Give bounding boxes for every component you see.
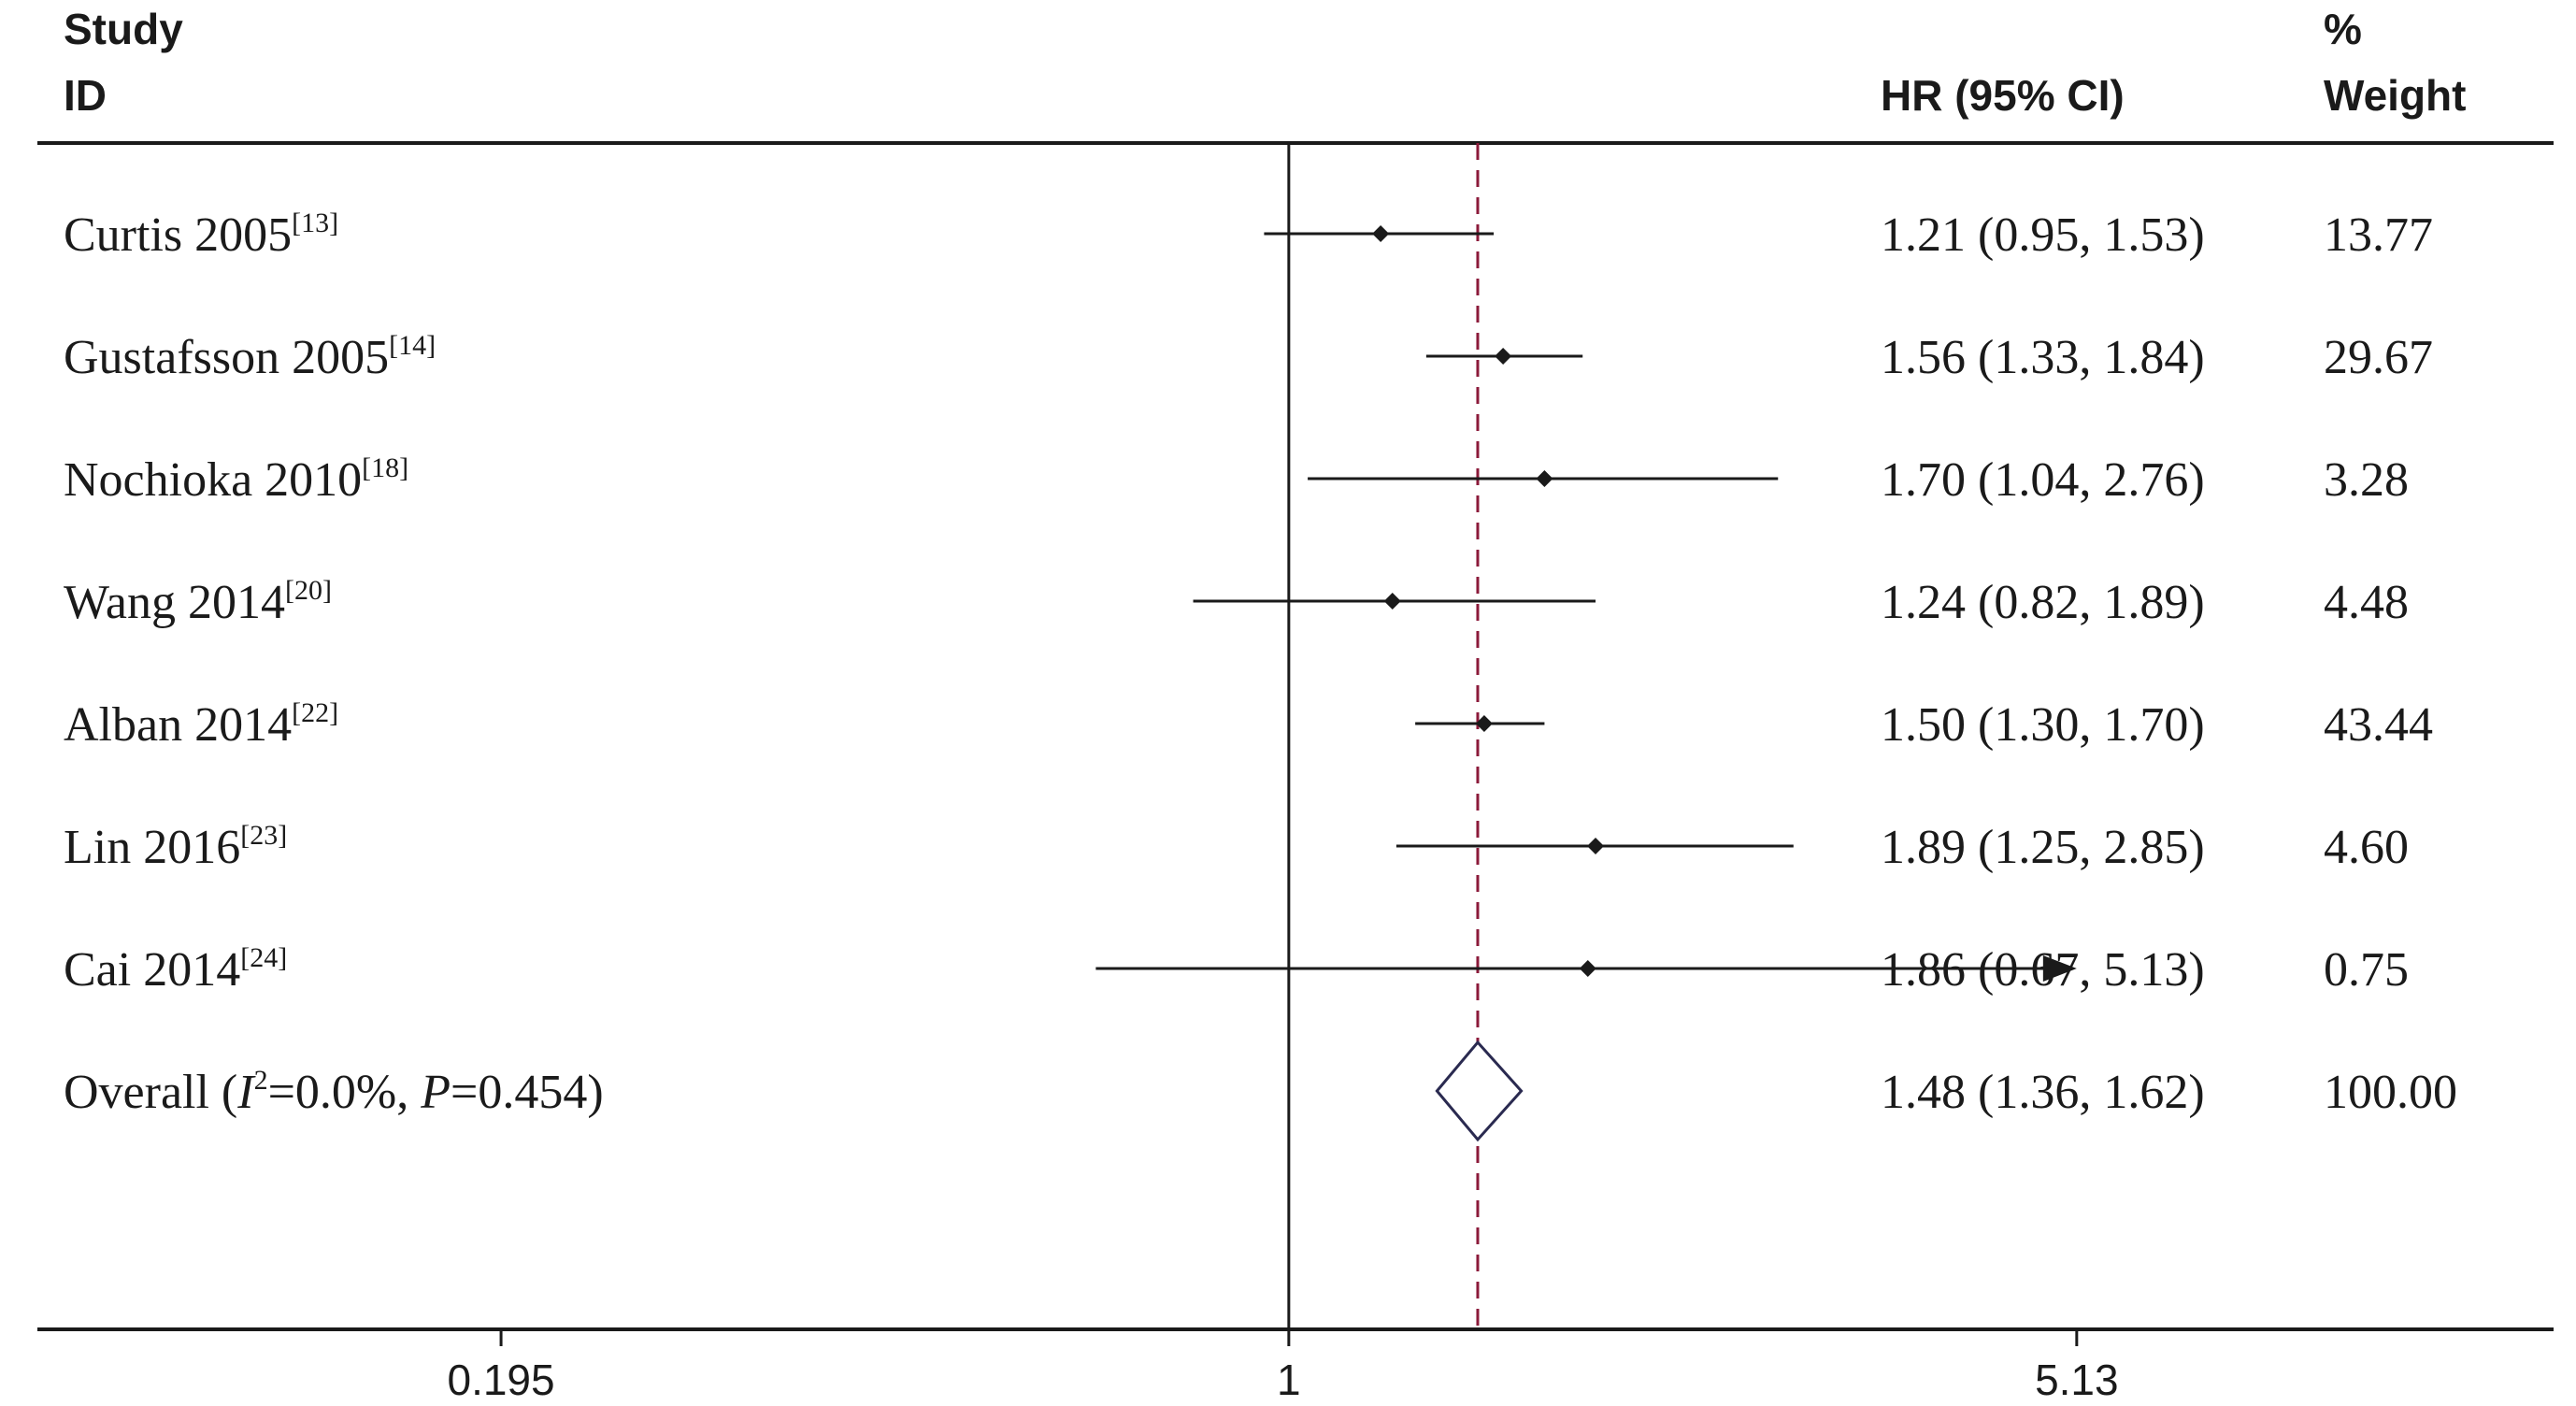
overall-diamond	[1435, 1040, 1524, 1142]
header-study: Study	[64, 5, 183, 53]
weight-value: 4.48	[2324, 576, 2409, 629]
study-row: Cai 2014[24] 1.86 (0.67, 5.13) 0.75	[64, 942, 2409, 997]
overall-weight-value: 100.00	[2324, 1066, 2457, 1119]
x-tick-label: 0.195	[447, 1356, 554, 1404]
weight-value: 43.44	[2324, 698, 2433, 752]
study-row: Nochioka 2010[18] 1.70 (1.04, 2.76) 3.28	[64, 452, 2409, 507]
study-rows: Curtis 2005[13] 1.21 (0.95, 1.53) 13.77 Gus…	[64, 208, 2433, 997]
hr-ci-value: 1.56 (1.33, 1.84)	[1881, 331, 2205, 384]
study-name: Nochioka 2010	[64, 453, 362, 507]
study-label: Curtis 2005[13]	[64, 208, 338, 262]
header-weight: Weight	[2324, 71, 2466, 120]
weight-value: 3.28	[2324, 453, 2409, 507]
point-estimate	[1475, 715, 1493, 732]
weight-value: 13.77	[2324, 208, 2433, 262]
header-hr-ci: HR (95% CI)	[1881, 71, 2125, 120]
overall-i2-symbol: I	[236, 1066, 256, 1119]
overall-p-symbol: P	[420, 1066, 451, 1119]
study-reference: [22]	[292, 697, 338, 728]
study-name: Alban 2014	[64, 698, 292, 752]
point-estimate	[1579, 960, 1596, 977]
study-row: Wang 2014[20] 1.24 (0.82, 1.89) 4.48	[64, 575, 2409, 629]
overall-p-value: =0.454)	[451, 1066, 604, 1119]
hr-ci-value: 1.50 (1.30, 1.70)	[1881, 698, 2205, 752]
header-id: ID	[64, 71, 107, 120]
study-reference: [13]	[292, 208, 338, 238]
hr-ci-value: 1.24 (0.82, 1.89)	[1881, 576, 2205, 629]
x-axis-ticks: 0.195 1 5.13	[447, 1329, 2119, 1404]
study-name: Gustafsson 2005	[64, 331, 389, 384]
study-label: Nochioka 2010[18]	[64, 452, 408, 507]
hr-ci-value: 1.70 (1.04, 2.76)	[1881, 453, 2205, 507]
study-reference: [23]	[240, 820, 287, 851]
point-estimate	[1383, 593, 1401, 610]
header-percent: %	[2324, 5, 2362, 53]
point-estimate	[1372, 225, 1390, 242]
study-label: Cai 2014[24]	[64, 942, 287, 997]
weight-value: 0.75	[2324, 943, 2409, 997]
study-name: Cai 2014	[64, 943, 240, 997]
x-tick-label: 1	[1277, 1356, 1301, 1404]
hr-ci-value: 1.89 (1.25, 2.85)	[1881, 821, 2205, 874]
study-reference: [14]	[389, 330, 436, 361]
study-label: Lin 2016[23]	[64, 820, 287, 874]
hr-ci-value: 1.86 (0.67, 5.13)	[1881, 943, 2205, 997]
study-row: Curtis 2005[13] 1.21 (0.95, 1.53) 13.77	[64, 208, 2433, 262]
study-name: Curtis 2005	[64, 208, 292, 262]
study-reference: [20]	[285, 575, 332, 606]
overall-i2-exponent: 2	[254, 1065, 268, 1096]
overall-row: Overall (I2=0.0%, P=0.454) 1.48 (1.36, 1.…	[64, 1040, 2457, 1142]
study-name: Lin 2016	[64, 821, 240, 874]
hr-ci-value: 1.21 (0.95, 1.53)	[1881, 208, 2205, 262]
study-label: Gustafsson 2005[14]	[64, 330, 436, 384]
study-row: Lin 2016[23] 1.89 (1.25, 2.85) 4.60	[64, 820, 2409, 874]
ci-arrow	[2042, 955, 2077, 982]
overall-i2-value: =0.0%,	[268, 1066, 422, 1119]
study-row: Gustafsson 2005[14] 1.56 (1.33, 1.84) 29.6…	[64, 330, 2433, 384]
overall-label-prefix: Overall (	[64, 1066, 237, 1119]
weight-value: 4.60	[2324, 821, 2409, 874]
study-label: Alban 2014[22]	[64, 697, 338, 752]
study-name: Wang 2014	[64, 576, 285, 629]
x-tick-label: 5.13	[2035, 1356, 2119, 1404]
point-estimate	[1495, 348, 1512, 365]
point-estimate	[1587, 838, 1605, 854]
study-row: Alban 2014[22] 1.50 (1.30, 1.70) 43.44	[64, 697, 2433, 752]
study-reference: [18]	[362, 452, 408, 483]
study-reference: [24]	[240, 942, 287, 973]
overall-label: Overall (I2=0.0%, P=0.454)	[64, 1065, 604, 1119]
point-estimate	[1536, 470, 1553, 487]
study-label: Wang 2014[20]	[64, 575, 332, 629]
overall-hr-ci-value: 1.48 (1.36, 1.62)	[1881, 1066, 2205, 1119]
weight-value: 29.67	[2324, 331, 2433, 384]
